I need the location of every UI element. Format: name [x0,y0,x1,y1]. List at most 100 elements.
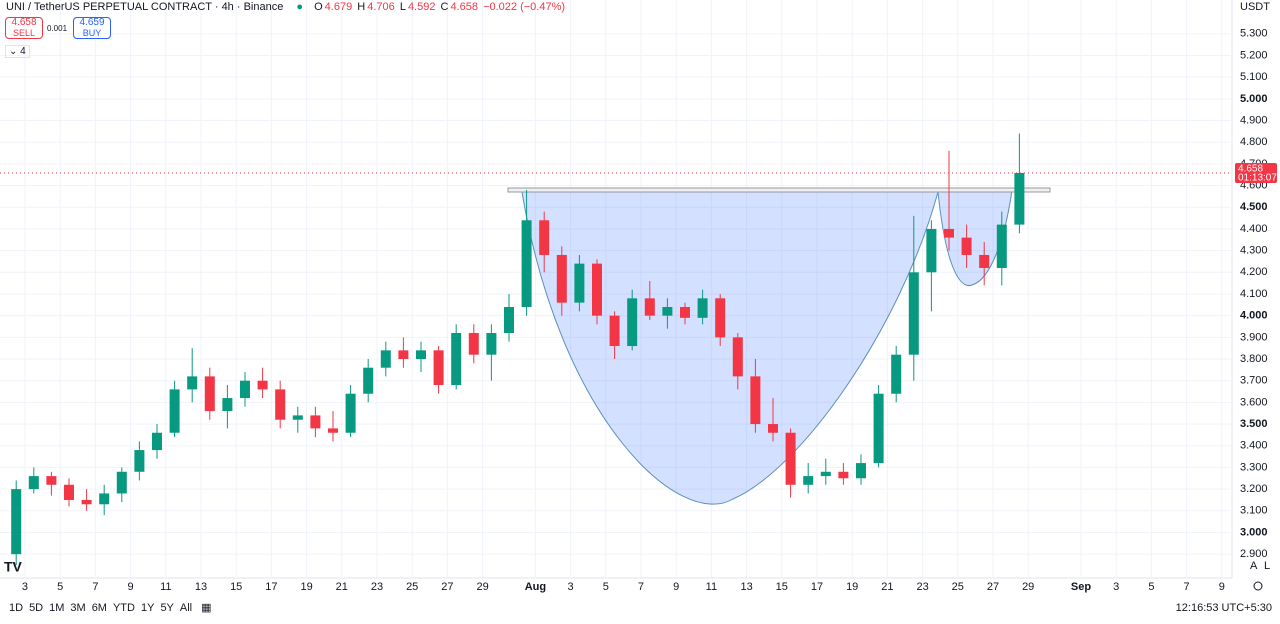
spread: 0.001 [47,24,68,33]
y-tick-label: 4.800 [1240,136,1268,148]
candle-body [556,254,567,303]
range-button[interactable]: All [179,602,193,614]
o-label: O [314,1,323,13]
indicators-toggle[interactable]: ⌄ 4 [5,45,30,58]
candle-body [539,220,550,255]
range-button[interactable]: 1Y [140,602,155,614]
candle-body [609,315,620,347]
last-price-label: 4.658 [1238,164,1263,175]
candle-body [715,298,726,338]
calendar-icon[interactable]: ▦ [201,602,212,614]
candle-body [873,393,884,464]
candle-body [169,389,180,433]
candle-body [820,471,831,477]
y-tick-label: 5.200 [1240,49,1268,61]
candle-body [750,376,761,425]
h-value: 4.706 [367,1,395,13]
y-tick-label: 3.600 [1240,396,1268,408]
candle-body [292,415,303,420]
change: −0.022 (−0.47%) [483,1,566,13]
candle-body [257,380,268,390]
x-tick-label: 9 [1219,581,1225,593]
y-tick-label: 3.800 [1240,353,1268,365]
dot: ● [296,1,304,13]
candle-body [767,424,778,433]
candle-body [662,306,673,316]
log-scale[interactable]: L [1264,560,1270,572]
x-tick-label: 9 [673,581,679,593]
candle-body [926,228,937,273]
x-tick-label: 19 [846,581,858,593]
buy-button[interactable]: 4.659 BUY [73,17,111,39]
range-button[interactable]: 5D [29,602,44,614]
y-tick-label: 5.100 [1240,71,1268,83]
resistance-drawing [507,187,1051,193]
y-tick-label: 5.300 [1240,28,1268,40]
range-button[interactable]: 5Y [160,602,174,614]
y-tick-label: 4.500 [1240,201,1268,213]
candle-body [415,350,426,360]
candle-body [151,432,162,451]
candle-body [380,350,391,368]
y-tick-label: 4.200 [1240,266,1268,278]
buy-label: BUY [82,28,102,38]
x-tick-label: 13 [195,581,207,593]
x-tick-label: 9 [128,581,134,593]
candle-body [398,350,409,360]
candle-body [679,306,690,318]
x-tick-label: 5 [1148,581,1154,593]
candle-body [1014,173,1025,225]
range-button[interactable]: 3M [70,602,86,614]
candles [11,133,1025,565]
candle-body [855,463,866,479]
c-label: C [440,1,449,13]
x-tick-label: 29 [476,581,488,593]
y-tick-label: 4.400 [1240,223,1268,235]
y-tick-label: 3.400 [1240,440,1268,452]
x-tick-label: 25 [952,581,964,593]
logo: TV [4,559,23,575]
candle-body [46,476,57,485]
x-tick-label: 21 [881,581,893,593]
y-tick-label: 3.700 [1240,375,1268,387]
candle-body [187,376,198,390]
sell-price: 4.658 [11,17,37,28]
countdown: 01:13:07 [1238,173,1277,184]
sell-label: SELL [12,28,36,38]
y-tick-label: 3.500 [1240,418,1268,430]
handle-drawing [937,189,1013,286]
settings-icon[interactable] [1253,581,1263,591]
x-tick-label: 3 [568,581,574,593]
candle-body [486,333,497,355]
range-button[interactable]: YTD [112,602,135,614]
candle-body [345,393,356,433]
x-tick-label: 3 [22,581,28,593]
x-tick-label: 23 [916,581,928,593]
candle-body [468,333,479,355]
candle-body [732,337,743,377]
x-tick-label: 25 [406,581,418,593]
candle-body [521,220,532,307]
candle-body [239,380,250,399]
x-tick-label: 27 [987,581,999,593]
range-button[interactable]: 6M [91,602,107,614]
currency-label: USDT [1240,1,1270,13]
y-tick-label: 4.900 [1240,114,1268,126]
range-button[interactable]: 1D [9,602,24,614]
candle-body [697,298,708,318]
y-tick-label: 3.300 [1240,461,1268,473]
candle-body [222,398,233,412]
candle-body [996,224,1007,268]
candle-body [433,350,444,386]
x-tick-label: Aug [525,581,546,593]
x-tick-label: 3 [1113,581,1119,593]
candle-body [11,489,22,555]
sell-button[interactable]: 4.658 SELL [5,17,43,39]
range-button[interactable]: 1M [49,602,65,614]
y-tick-label: 5.000 [1240,93,1268,105]
y-tick-label: 3.900 [1240,331,1268,343]
auto-scale[interactable]: A [1250,560,1258,572]
indicator-count: 4 [20,46,26,57]
y-tick-label: 4.000 [1240,310,1268,322]
